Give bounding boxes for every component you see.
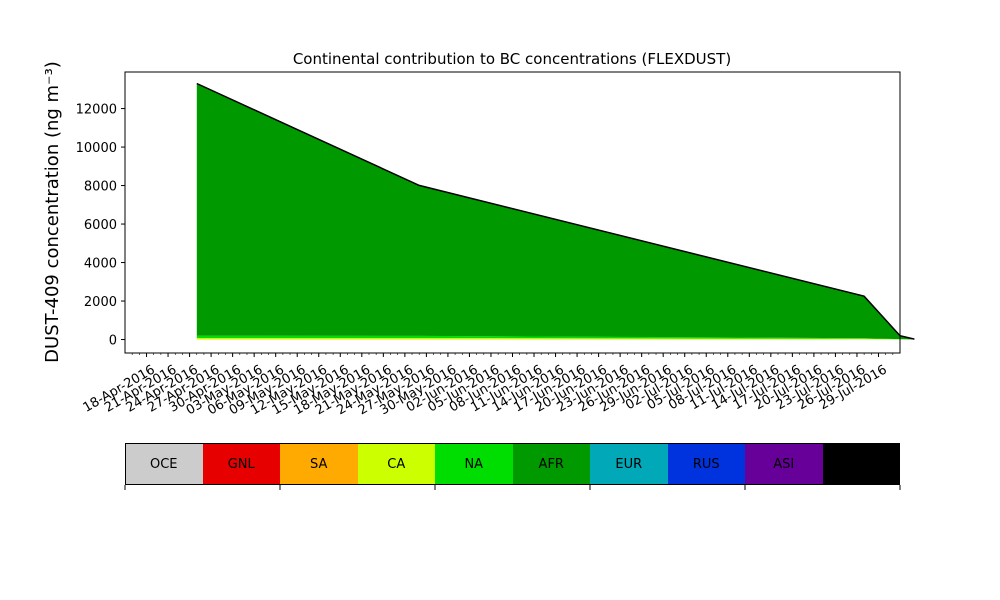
y-axis-label: DUST-409 concentration (ng m⁻³) bbox=[42, 61, 63, 363]
area-na bbox=[196, 335, 915, 340]
y-tick-label: 6000 bbox=[84, 218, 117, 233]
legend-item-afr: AFR bbox=[512, 443, 590, 485]
legend-item-oce: OCE bbox=[125, 443, 203, 485]
chart-title: Continental contribution to BC concentra… bbox=[293, 50, 731, 68]
area-layers bbox=[196, 82, 915, 340]
legend-item-sa: SA bbox=[280, 443, 358, 485]
y-tick-label: 4000 bbox=[84, 257, 117, 272]
legend-item-ca: CA bbox=[357, 443, 435, 485]
y-tick-label: 10000 bbox=[76, 141, 117, 156]
legend-item-rus: RUS bbox=[667, 443, 745, 485]
area-ca bbox=[196, 338, 915, 340]
axes: 02000400060008000100001200018-Apr-201621… bbox=[76, 71, 901, 490]
legend-item-eur: EUR bbox=[590, 443, 668, 485]
y-tick-label: 0 bbox=[109, 334, 117, 349]
area-afr bbox=[196, 83, 915, 340]
legend-item-na: NA bbox=[435, 443, 513, 485]
y-tick-label: 12000 bbox=[76, 103, 117, 118]
y-tick-label: 2000 bbox=[84, 295, 117, 310]
legend-item-gnl: GNL bbox=[202, 443, 280, 485]
stack-top-outline bbox=[196, 82, 915, 340]
legend-item-aus: AUS bbox=[822, 443, 900, 485]
legend-item-asi: ASI bbox=[745, 443, 823, 485]
y-tick-label: 8000 bbox=[84, 180, 117, 195]
